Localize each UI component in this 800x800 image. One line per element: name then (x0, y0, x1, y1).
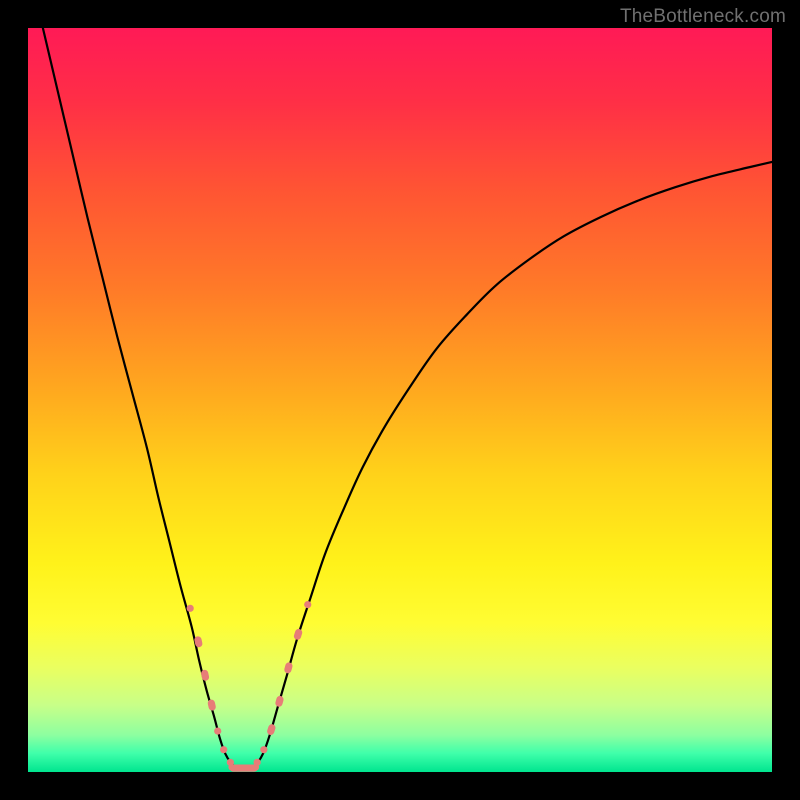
watermark-text: TheBottleneck.com (620, 6, 786, 28)
markers-bottom (228, 764, 259, 772)
bottleneck-chart (0, 0, 800, 800)
chart-gradient-bg (28, 28, 772, 772)
